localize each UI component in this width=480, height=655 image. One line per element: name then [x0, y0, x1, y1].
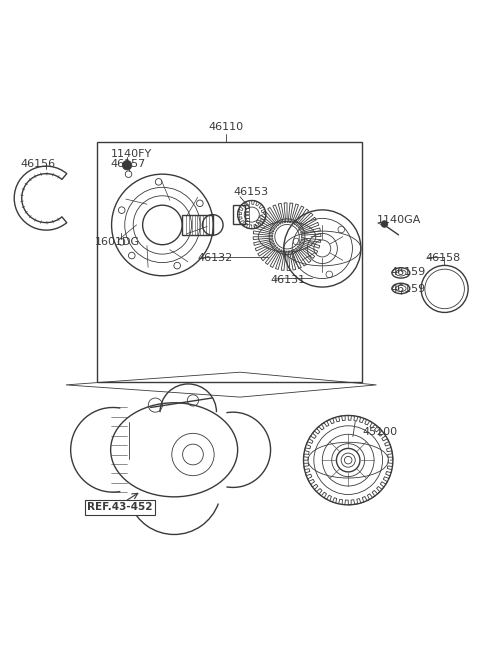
Text: REF.43-452: REF.43-452: [87, 502, 153, 512]
Bar: [233, 205, 245, 224]
Bar: [245, 205, 249, 208]
Text: 46159: 46159: [391, 284, 426, 293]
Text: 45100: 45100: [362, 426, 397, 437]
Text: 46156: 46156: [20, 159, 55, 168]
Text: 46131: 46131: [271, 275, 306, 285]
Circle shape: [122, 160, 132, 170]
Text: 1140FY: 1140FY: [110, 149, 152, 159]
Text: 46153: 46153: [233, 187, 268, 196]
Bar: [245, 208, 249, 211]
Bar: [245, 212, 249, 214]
Bar: [245, 215, 249, 217]
Text: 46110: 46110: [208, 122, 243, 132]
Text: 46159: 46159: [391, 267, 426, 276]
Text: 46132: 46132: [198, 253, 233, 263]
Bar: [96, 141, 362, 382]
Bar: [245, 218, 249, 221]
Circle shape: [381, 221, 388, 227]
Text: 46157: 46157: [110, 159, 146, 168]
Text: 46158: 46158: [426, 253, 461, 263]
Text: 1601DG: 1601DG: [95, 236, 140, 246]
Text: 1140GA: 1140GA: [376, 215, 421, 225]
Bar: [182, 215, 213, 235]
Bar: [245, 221, 249, 224]
